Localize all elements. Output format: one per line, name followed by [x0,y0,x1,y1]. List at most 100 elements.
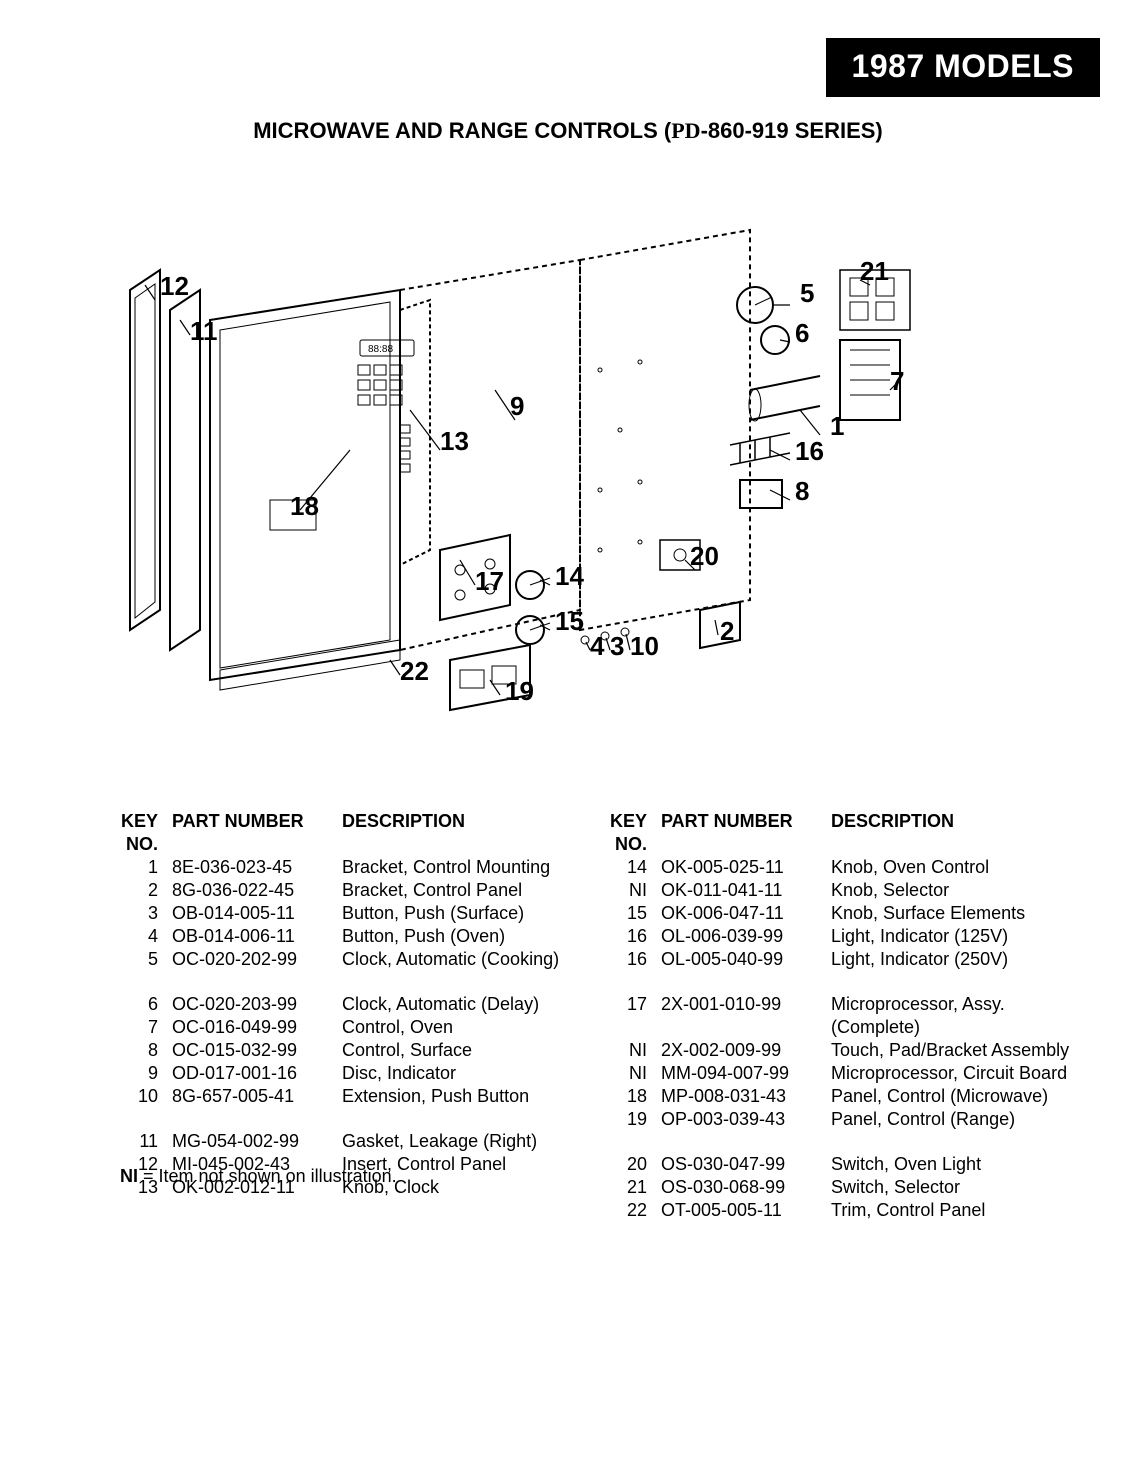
cell-key-no: 20 [609,1153,661,1176]
title-prefix: MICROWAVE AND RANGE CONTROLS ( [253,118,671,143]
footnote-text: Item not shown on illustration. [159,1166,397,1186]
cell-description: Switch, Oven Light [831,1153,1080,1176]
cell-part-number: OS-030-068-99 [661,1176,831,1199]
diagram-callout-1: 1 [830,411,844,441]
table-header-row: KEYNO. PART NUMBER DESCRIPTION [120,810,591,856]
cell-key-no: 2 [120,879,172,902]
footnote-eq: = [138,1166,159,1186]
cell-key-no: NI [609,1062,661,1085]
diagram-callout-2: 2 [720,616,734,646]
cell-part-number: OC-015-032-99 [172,1039,342,1062]
table-row: 8OC-015-032-99Control, Surface [120,1039,591,1062]
cell-description: Light, Indicator (250V) [831,948,1080,971]
cell-key-no: 4 [120,925,172,948]
cell-part-number: MP-008-031-43 [661,1085,831,1108]
table-row: 4OB-014-006-11Button, Push (Oven) [120,925,591,948]
diagram-callout-16: 16 [795,436,824,466]
cell-description: Knob, Selector [831,879,1080,902]
cell-part-number [661,1016,831,1039]
cell-description: Control, Oven [342,1016,591,1039]
cell-key-no: 8 [120,1039,172,1062]
cell-description: (Complete) [831,1016,1080,1039]
table-spacer [609,971,1080,993]
table-row: 14OK-005-025-11Knob, Oven Control [609,856,1080,879]
cell-part-number: 8G-657-005-41 [172,1085,342,1108]
cell-key-no: 18 [609,1085,661,1108]
cell-part-number: OB-014-006-11 [172,925,342,948]
cell-key-no [609,1016,661,1039]
cell-description: Microprocessor, Assy. [831,993,1080,1016]
table-row: 20OS-030-047-99Switch, Oven Light [609,1153,1080,1176]
cell-description: Touch, Pad/Bracket Assembly [831,1039,1080,1062]
diagram-callout-13: 13 [440,426,469,456]
diagram-callout-18: 18 [290,491,319,521]
model-year-badge: 1987 MODELS [826,38,1100,97]
diagram-callout-22: 22 [400,656,429,686]
cell-part-number: 2X-001-010-99 [661,993,831,1016]
table-row: 18MP-008-031-43Panel, Control (Microwave… [609,1085,1080,1108]
cell-description: Trim, Control Panel [831,1199,1080,1222]
cell-part-number: OD-017-001-16 [172,1062,342,1085]
table-header-row: KEYNO. PART NUMBER DESCRIPTION [609,810,1080,856]
cell-part-number: OK-006-047-11 [661,902,831,925]
cell-description: Switch, Selector [831,1176,1080,1199]
table-row: 16OL-006-039-99Light, Indicator (125V) [609,925,1080,948]
cell-key-no: 17 [609,993,661,1016]
header-description: DESCRIPTION [342,810,591,856]
table-row: 5OC-020-202-99Clock, Automatic (Cooking) [120,948,591,971]
diagram-callout-12: 12 [160,271,189,301]
page-title: MICROWAVE AND RANGE CONTROLS (PD-860-919… [0,118,1136,144]
table-row: 108G-657-005-41Extension, Push Button [120,1085,591,1108]
cell-description: Bracket, Control Panel [342,879,591,902]
title-series: PD [671,118,700,143]
cell-part-number: MG-054-002-99 [172,1130,342,1153]
footnote: NI = Item not shown on illustration. [120,1166,397,1187]
cell-part-number: OT-005-005-11 [661,1199,831,1222]
table-spacer [609,1131,1080,1153]
table-row: 18E-036-023-45Bracket, Control Mounting [120,856,591,879]
table-row: 15OK-006-047-11Knob, Surface Elements [609,902,1080,925]
table-row: 9OD-017-001-16Disc, Indicator [120,1062,591,1085]
diagram-callout-5: 5 [800,278,814,308]
cell-part-number: OC-020-203-99 [172,993,342,1016]
diagram-callout-17: 17 [475,566,504,596]
cell-description: Light, Indicator (125V) [831,925,1080,948]
diagram-callout-21: 21 [860,256,889,286]
cell-key-no: 6 [120,993,172,1016]
diagram-callout-11: 11 [190,316,218,346]
cell-key-no: 9 [120,1062,172,1085]
cell-key-no: 11 [120,1130,172,1153]
table-row: 7OC-016-049-99Control, Oven [120,1016,591,1039]
cell-part-number: OK-011-041-11 [661,879,831,902]
cell-key-no: 21 [609,1176,661,1199]
cell-description: Control, Surface [342,1039,591,1062]
parts-table-left: KEYNO. PART NUMBER DESCRIPTION 18E-036-0… [120,810,591,1223]
header-part-number: PART NUMBER [661,810,831,856]
cell-description: Knob, Surface Elements [831,902,1080,925]
table-row: 22OT-005-005-11Trim, Control Panel [609,1199,1080,1222]
table-row: 19OP-003-039-43Panel, Control (Range) [609,1108,1080,1131]
table-row: 172X-001-010-99Microprocessor, Assy. [609,993,1080,1016]
svg-text:88:88: 88:88 [368,344,393,355]
parts-table-right: KEYNO. PART NUMBER DESCRIPTION 14OK-005-… [609,810,1080,1223]
cell-part-number: 8G-036-022-45 [172,879,342,902]
cell-part-number: OK-005-025-11 [661,856,831,879]
table-row: 11MG-054-002-99Gasket, Leakage (Right) [120,1130,591,1153]
cell-key-no: 22 [609,1199,661,1222]
cell-key-no: NI [609,879,661,902]
diagram-callout-10: 10 [630,631,659,661]
cell-key-no: 3 [120,902,172,925]
cell-part-number: OS-030-047-99 [661,1153,831,1176]
cell-key-no: 15 [609,902,661,925]
cell-description: Panel, Control (Range) [831,1108,1080,1131]
cell-key-no: 5 [120,948,172,971]
diagram-callout-14: 14 [555,561,584,591]
cell-key-no: 19 [609,1108,661,1131]
diagram-callout-7: 7 [890,366,904,396]
diagram-svg: 88:88 [100,190,1040,770]
diagram-callout-20: 20 [690,541,719,571]
cell-part-number: 8E-036-023-45 [172,856,342,879]
cell-key-no: 10 [120,1085,172,1108]
cell-description: Microprocessor, Circuit Board [831,1062,1080,1085]
cell-description: Clock, Automatic (Cooking) [342,948,591,971]
